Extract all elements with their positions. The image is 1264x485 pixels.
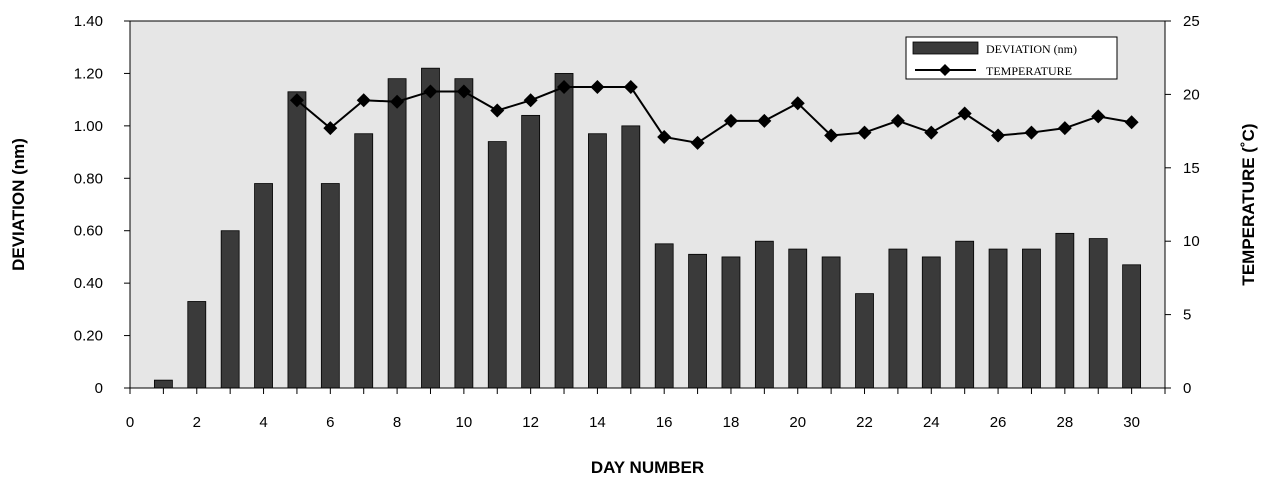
deviation-bars (153, 67, 1142, 389)
x-tick-label: 4 (259, 414, 267, 431)
deviation-bar (788, 248, 808, 389)
temperature-marker (1024, 125, 1039, 140)
legend: DEVIATION (nm) TEMPERATURE (905, 36, 1118, 80)
deviation-bar (354, 133, 374, 389)
temperature-marker (957, 106, 972, 121)
deviation-bar (988, 248, 1008, 389)
deviation-bar (487, 141, 507, 389)
x-tick-label: 8 (393, 414, 401, 431)
y-tick-label: 0 (95, 380, 103, 397)
legend-label-temperature: TEMPERATURE (986, 64, 1072, 78)
temperature-marker (1124, 115, 1139, 130)
temperature-marker (924, 125, 939, 140)
deviation-bar (1022, 248, 1041, 389)
y2-axis-title: TEMPERATURE (˚C) (1239, 123, 1258, 285)
deviation-bar (1088, 238, 1108, 389)
deviation-bar (254, 183, 273, 389)
temperature-marker (323, 121, 338, 136)
deviation-bar (721, 256, 741, 389)
temperature-marker (757, 113, 772, 128)
x-tick-label: 12 (522, 414, 539, 431)
temperature-marker (991, 128, 1006, 143)
temperature-marker (890, 113, 905, 128)
x-tick-label: 10 (456, 414, 473, 431)
y2-tick-label: 20 (1183, 86, 1200, 103)
deviation-bar (1122, 264, 1142, 389)
temperature-marker (423, 84, 438, 99)
temperature-marker (824, 128, 839, 143)
deviation-bar (521, 114, 541, 389)
y-tick-label: 1.00 (74, 118, 103, 135)
deviation-bar (421, 67, 440, 389)
temperature-marker (623, 80, 638, 95)
temperature-marker (1091, 109, 1106, 124)
x-axis-title: DAY NUMBER (591, 458, 704, 477)
x-tick-label: 20 (789, 414, 806, 431)
deviation-bar (688, 253, 707, 389)
y2-tick-label: 0 (1183, 380, 1191, 397)
x-tick-label: 18 (723, 414, 740, 431)
y-tick-label: 0.20 (74, 328, 103, 345)
tick-labels: 0 2 4 6 8 10 12 14 16 18 20 22 24 26 28 3000.200.400.60… (74, 13, 1200, 431)
deviation-bar (888, 248, 908, 389)
deviation-bar (621, 125, 641, 389)
y2-tick-label: 25 (1183, 13, 1200, 30)
temperature-marker (456, 84, 471, 99)
y2-tick-label: 5 (1183, 307, 1191, 324)
temperature-marker (1057, 121, 1072, 136)
x-tick-label: 30 (1123, 414, 1140, 431)
legend-line-marker (939, 64, 951, 76)
x-tick-label: 0 (126, 414, 134, 431)
x-tick-label: 22 (856, 414, 873, 431)
temperature-marker (657, 129, 672, 144)
temperature-marker (390, 94, 405, 109)
deviation-bar (654, 243, 674, 389)
deviation-bar (554, 73, 574, 389)
temperature-marker (289, 93, 304, 108)
deviation-bar (588, 133, 607, 389)
deviation-bar (387, 78, 407, 389)
temperature-marker (356, 93, 371, 108)
deviation-bar (955, 240, 975, 389)
legend-bar-swatch (912, 41, 979, 55)
deviation-bar (220, 230, 240, 389)
y-tick-label: 0.40 (74, 275, 103, 292)
x-tick-label: 14 (589, 414, 606, 431)
y-tick-label: 1.20 (74, 65, 103, 82)
y-tick-label: 0.60 (74, 223, 103, 240)
temperature-marker (490, 103, 505, 118)
deviation-bar (287, 91, 307, 389)
temperature-marker (790, 96, 805, 111)
x-tick-label: 26 (990, 414, 1007, 431)
x-tick-label: 2 (193, 414, 201, 431)
temperature-marker (523, 93, 538, 108)
y2-tick-label: 15 (1183, 160, 1200, 177)
y-tick-label: 1.40 (74, 13, 103, 30)
deviation-bar (454, 78, 474, 389)
deviation-bar (855, 293, 874, 389)
axes (124, 20, 1171, 394)
deviation-bar (153, 379, 173, 389)
temperature-line (289, 80, 1139, 150)
y-tick-label: 0.80 (74, 170, 103, 187)
deviation-bar (320, 183, 340, 389)
deviation-bar (921, 256, 941, 389)
x-tick-label: 24 (923, 414, 940, 431)
deviation-bar (187, 301, 207, 389)
temperature-marker (857, 125, 872, 140)
x-tick-label: 16 (656, 414, 673, 431)
deviation-bar (1055, 232, 1075, 389)
y-axis-title: DEVIATION (nm) (9, 138, 28, 271)
y2-tick-label: 10 (1183, 233, 1200, 250)
x-tick-label: 28 (1056, 414, 1073, 431)
legend-label-deviation: DEVIATION (nm) (986, 42, 1077, 56)
x-tick-label: 6 (326, 414, 334, 431)
deviation-bar (821, 256, 841, 389)
temperature-marker (723, 113, 738, 128)
temperature-marker (557, 80, 572, 95)
temperature-marker (590, 80, 605, 95)
deviation-bar (754, 240, 774, 389)
temperature-marker (690, 135, 705, 150)
